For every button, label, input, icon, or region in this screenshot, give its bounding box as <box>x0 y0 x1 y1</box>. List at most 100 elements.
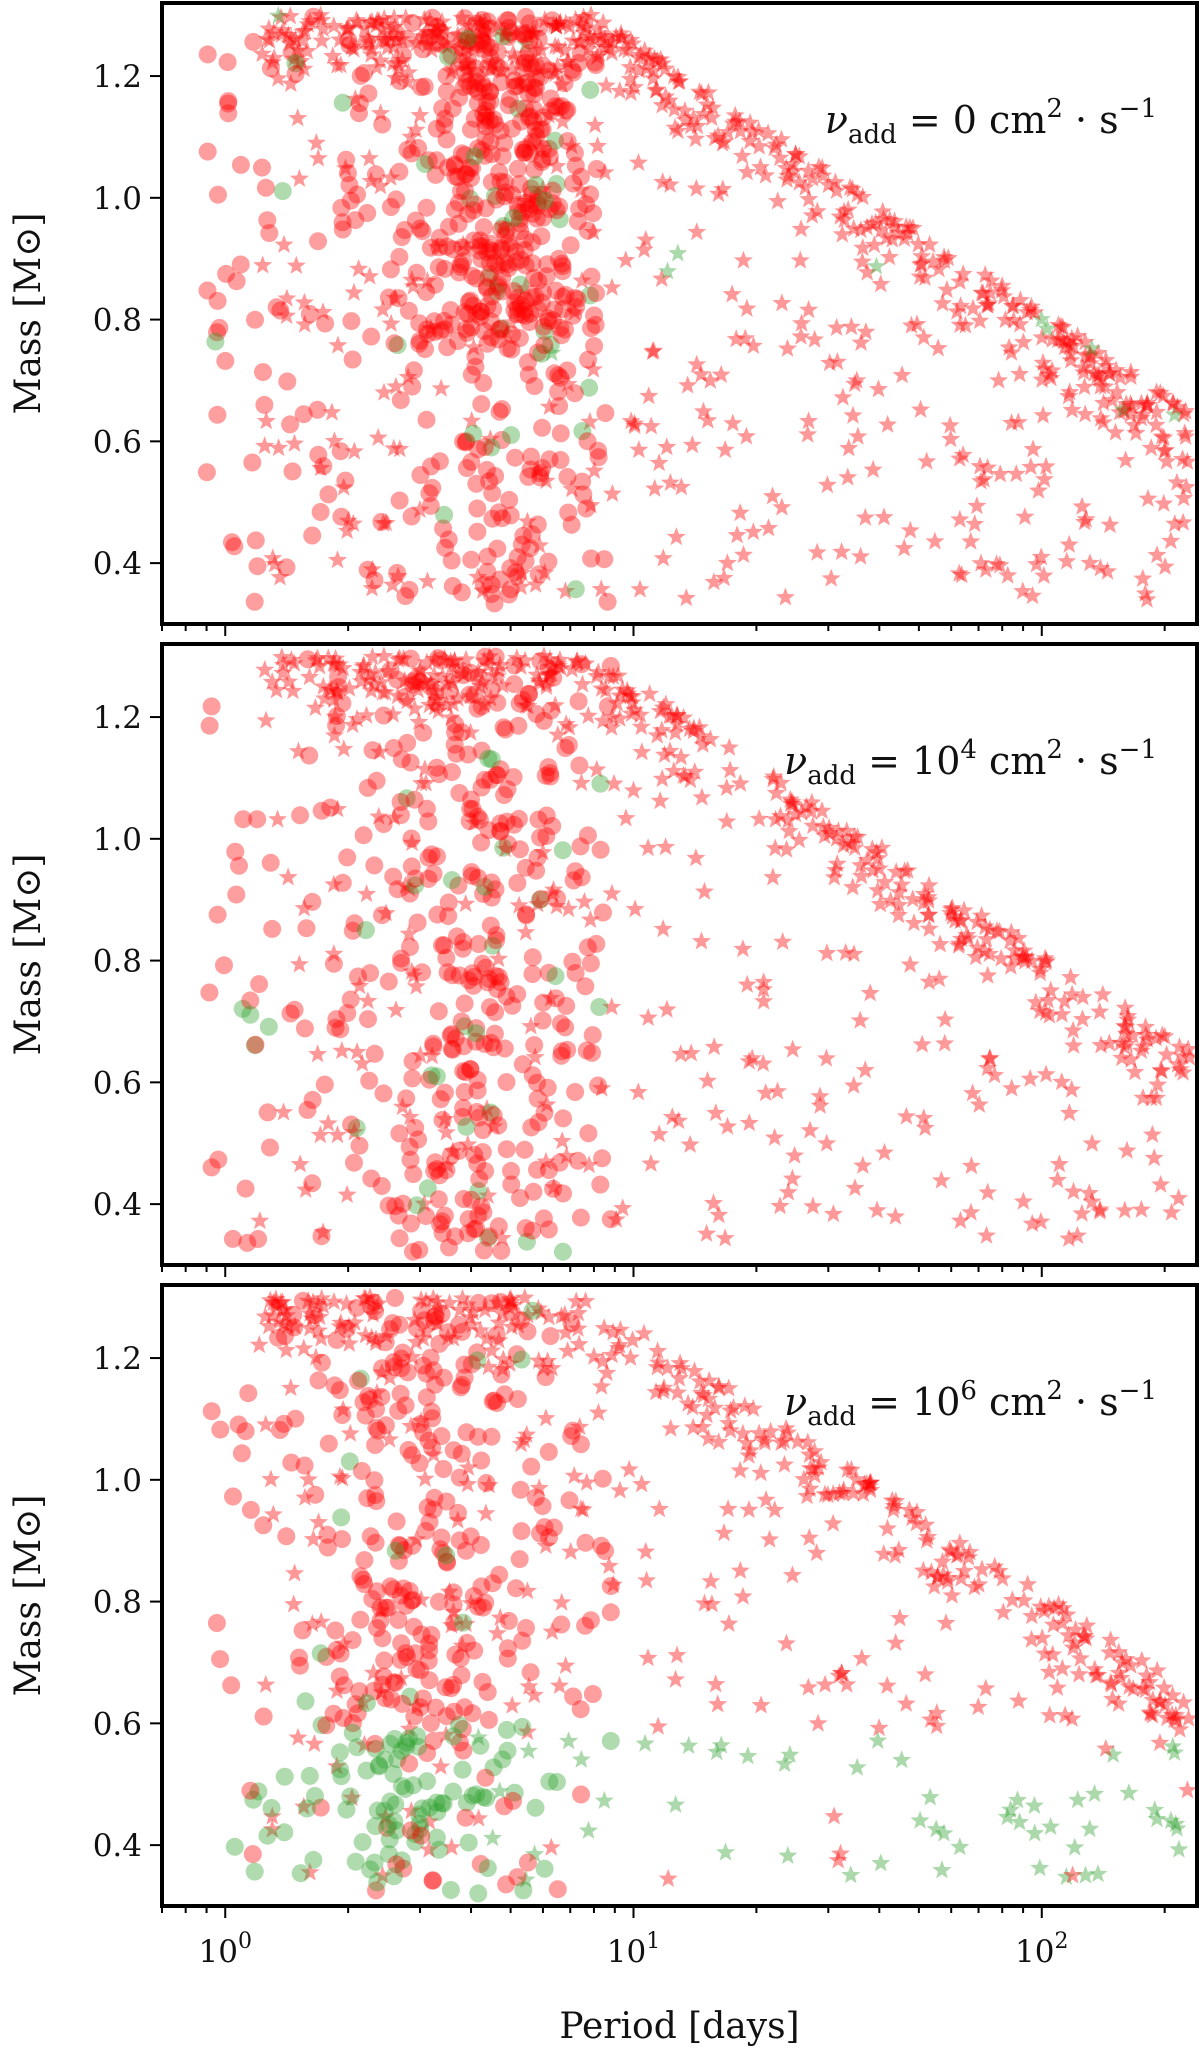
red-star-point <box>527 665 547 684</box>
red-circle-point <box>500 90 519 108</box>
red-star-point <box>374 29 394 48</box>
red-star-point <box>448 39 468 58</box>
red-circle-point <box>440 682 459 701</box>
red-star-point <box>518 511 537 530</box>
red-star-point <box>525 1047 545 1066</box>
red-star-point <box>647 1357 667 1376</box>
red-star-point <box>638 50 658 69</box>
green-star-point <box>1080 1819 1100 1838</box>
red-circle-point <box>571 1435 590 1454</box>
red-star-point <box>845 826 864 845</box>
red-star-point <box>325 654 345 673</box>
red-star-point <box>621 1347 640 1366</box>
red-star-point <box>363 1304 383 1323</box>
red-star-point <box>950 509 970 528</box>
green-circle-point <box>357 1694 376 1712</box>
red-star-point <box>1068 326 1088 345</box>
red-star-point <box>443 58 463 77</box>
red-star-point <box>362 11 382 30</box>
green-circle-point <box>341 1787 360 1806</box>
red-star-point <box>324 431 344 450</box>
red-circle-point <box>418 1498 437 1517</box>
red-star-point <box>778 810 798 829</box>
red-circle-point <box>427 758 446 777</box>
red-star-point <box>837 821 857 840</box>
red-circle-point <box>198 142 217 161</box>
red-star-point <box>632 1474 652 1493</box>
red-circle-point <box>384 867 403 886</box>
red-star-point <box>1178 1039 1197 1058</box>
red-star-point <box>584 460 604 479</box>
red-circle-point <box>457 165 476 184</box>
red-star-point <box>584 1346 604 1365</box>
red-star-point <box>376 1326 396 1345</box>
red-star-point <box>388 566 408 585</box>
red-star-point <box>704 1193 723 1212</box>
red-star-point <box>1170 1719 1190 1738</box>
red-star-point <box>798 424 818 443</box>
red-star-point <box>576 1291 596 1310</box>
red-star-point <box>410 499 430 518</box>
red-star-point <box>1052 1004 1072 1023</box>
red-circle-point <box>532 227 551 246</box>
red-star-point <box>912 1034 932 1053</box>
red-star-point <box>362 39 382 58</box>
red-star-point <box>431 378 451 397</box>
red-circle-point <box>501 580 520 599</box>
red-star-point <box>1034 469 1054 488</box>
red-star-point <box>453 234 473 253</box>
red-star-point <box>361 171 381 190</box>
red-circle-point <box>544 1179 563 1198</box>
red-circle-point <box>551 318 570 337</box>
red-star-point <box>478 1185 498 1204</box>
red-star-point <box>1163 1685 1183 1704</box>
green-circle-point <box>225 1837 244 1856</box>
red-circle-point <box>324 954 343 973</box>
red-star-point <box>558 374 578 393</box>
red-star-point <box>567 650 587 669</box>
red-circle-point <box>504 282 523 300</box>
red-circle-point <box>442 315 461 334</box>
red-star-point <box>493 675 513 694</box>
red-circle-point <box>576 1533 595 1552</box>
red-circle-point <box>337 1319 356 1338</box>
red-star-point <box>942 1585 962 1604</box>
red-circle-point <box>462 365 481 384</box>
red-star-point <box>819 823 839 842</box>
red-star-point <box>884 1496 904 1515</box>
red-circle-point <box>495 187 514 206</box>
green-star-point <box>658 261 677 280</box>
red-star-point <box>1176 426 1196 445</box>
green-circle-point <box>262 1799 281 1817</box>
red-star-point <box>1022 1629 1041 1648</box>
red-circle-point <box>516 552 535 571</box>
red-star-point <box>875 872 895 891</box>
red-star-point <box>635 40 655 59</box>
red-star-point <box>950 448 970 467</box>
red-circle-point <box>518 1322 537 1341</box>
green-circle-point <box>392 1851 411 1870</box>
red-circle-point <box>389 1401 408 1420</box>
red-circle-point <box>478 12 497 31</box>
red-star-point <box>1119 1676 1139 1695</box>
red-star-point <box>497 323 517 342</box>
red-star-point <box>311 5 331 24</box>
green-circle-point <box>477 1789 496 1807</box>
red-star-point <box>1109 1642 1129 1661</box>
red-star-point <box>694 104 714 123</box>
red-star-point <box>648 1341 668 1360</box>
red-circle-point <box>306 1485 325 1504</box>
red-star-point <box>336 1293 356 1312</box>
red-star-point <box>361 680 381 699</box>
red-star-point <box>457 1294 477 1313</box>
red-star-point <box>851 855 871 874</box>
red-circle-point <box>425 312 444 331</box>
red-star-point <box>393 1097 412 1116</box>
red-star-point <box>338 18 358 37</box>
green-circle-point <box>385 1867 403 1886</box>
red-star-point <box>622 33 642 52</box>
red-star-point <box>811 1452 831 1471</box>
red-star-point <box>306 650 326 669</box>
red-star-point <box>1131 393 1151 412</box>
red-star-point <box>896 1693 916 1712</box>
